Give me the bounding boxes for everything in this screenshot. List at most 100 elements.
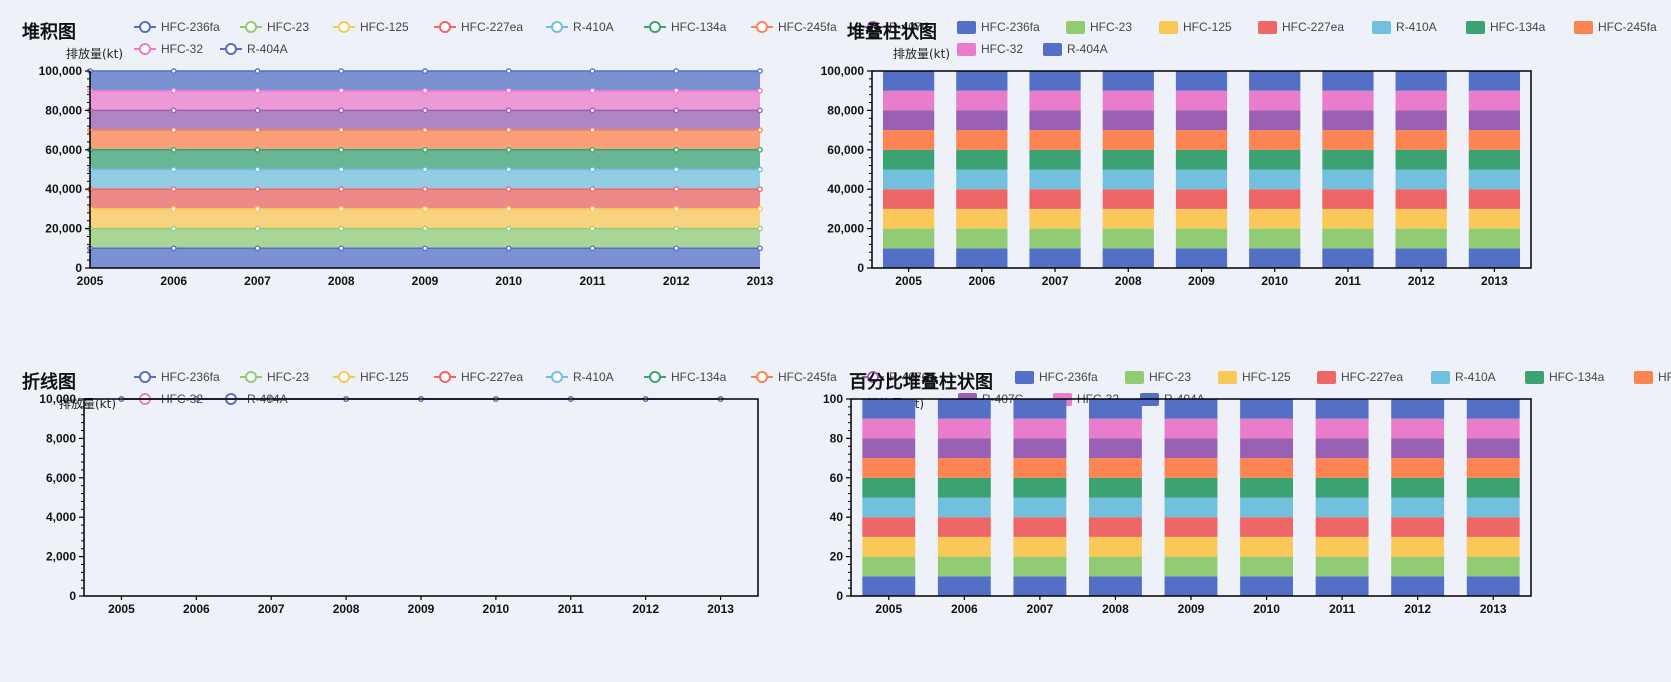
chart-legend[interactable]: HFC-236fa HFC-23 HFC-125 HFC-227ea R-410A HFC…: [134, 20, 930, 64]
bar-hfc-236fa: [1102, 248, 1154, 268]
legend-item-hfc-23[interactable]: HFC-23: [240, 20, 309, 34]
legend-item-hfc-23[interactable]: HFC-23: [240, 370, 309, 384]
legend-swatch-circle: [649, 21, 661, 33]
legend-item-r-410a[interactable]: R-410A: [546, 20, 614, 34]
point-r-407c: [422, 107, 428, 114]
legend-label: HFC-125: [360, 20, 409, 34]
legend-swatch: [644, 21, 666, 33]
point-hfc-23: [673, 225, 680, 232]
y-tick-label: 0: [857, 261, 864, 275]
legend-swatch: [1258, 20, 1277, 34]
legend-item-r-407c[interactable]: R-407C: [862, 20, 930, 34]
bar-hfc-245fa: [1013, 458, 1067, 478]
bar-hfc-245fa: [1395, 130, 1447, 150]
point-hfc-32: [338, 87, 345, 94]
legend-swatch-rect: [1015, 370, 1034, 384]
legend-swatch-circle: [338, 371, 350, 383]
legend-item-r-410a[interactable]: R-410A: [546, 370, 614, 384]
chart-legend[interactable]: HFC-236fa HFC-23 HFC-125 HFC-227ea R-410A HFC…: [957, 20, 1671, 64]
legend-item-hfc-227ea[interactable]: HFC-227ea: [434, 20, 523, 34]
legend-item-hfc-227ea[interactable]: HFC-227ea: [1317, 370, 1403, 384]
legend-item-hfc-245fa[interactable]: HFC-245fa: [1574, 20, 1657, 34]
bar-hfc-245fa: [1315, 458, 1369, 478]
legend-item-hfc-134a[interactable]: HFC-134a: [1466, 20, 1545, 34]
legend-item-r-407c[interactable]: R-407C: [862, 370, 930, 384]
legend-item-hfc-125[interactable]: HFC-125: [333, 370, 409, 384]
legend-item-hfc-227ea[interactable]: HFC-227ea: [434, 370, 523, 384]
legend-item-hfc-236fa[interactable]: HFC-236fa: [957, 20, 1040, 34]
bar-hfc-245fa: [1089, 458, 1142, 478]
legend-item-hfc-245fa[interactable]: HFC-245fa: [751, 370, 837, 384]
point-r-404a: [673, 68, 680, 74]
y-tick-label: 80,000: [827, 103, 864, 117]
legend-item-hfc-227ea[interactable]: HFC-227ea: [1258, 20, 1344, 34]
legend-label: HFC-245fa: [778, 20, 837, 34]
bar-r-410a: [1240, 497, 1293, 518]
legend-item-hfc-125[interactable]: HFC-125: [1218, 370, 1291, 384]
y-tick-label: 60,000: [45, 143, 82, 157]
legend-item-hfc-134a[interactable]: HFC-134a: [644, 20, 726, 34]
point-r-407c: [673, 107, 680, 114]
bar-hfc-32: [1089, 418, 1142, 439]
bar-hfc-134a: [956, 149, 1008, 170]
legend-item-hfc-125[interactable]: HFC-125: [1159, 20, 1232, 34]
bar-r-410a: [1164, 497, 1218, 518]
legend-label: HFC-23: [267, 20, 310, 34]
point-hfc-125: [170, 206, 177, 212]
legend-item-hfc-134a[interactable]: HFC-134a: [644, 370, 726, 384]
bar-r-404a: [1089, 399, 1142, 419]
bar-hfc-245fa: [1240, 458, 1293, 478]
area-hfc-134a: [90, 149, 760, 170]
x-tick-label: 2013: [1480, 602, 1507, 616]
legend-item-hfc-236fa[interactable]: HFC-236fa: [134, 370, 220, 384]
x-tick-label: 2012: [663, 274, 690, 288]
bar-hfc-23: [1089, 556, 1142, 577]
bar-r-407c: [1249, 110, 1301, 131]
bar-hfc-23: [1395, 228, 1447, 249]
point-hfc-23: [422, 225, 428, 232]
legend-swatch: [134, 21, 156, 33]
legend-swatch-rect: [1043, 42, 1062, 56]
legend-item-r-404a[interactable]: R-404A: [220, 42, 288, 56]
legend-swatch-circle: [551, 371, 563, 383]
bar-r-410a: [882, 169, 935, 190]
point-r-404a: [338, 68, 345, 74]
legend-item-hfc-236fa[interactable]: HFC-236fa: [1015, 370, 1098, 384]
legend-item-r-410a[interactable]: R-410A: [1372, 20, 1437, 34]
bar-hfc-23: [1013, 556, 1067, 577]
legend-item-r-404a[interactable]: R-404A: [1043, 42, 1108, 56]
bar-r-407c: [937, 438, 991, 459]
legend-item-hfc-245fa[interactable]: HFC-245fa: [751, 20, 837, 34]
bar-r-407c: [1164, 438, 1218, 459]
point-hfc-236fa: [505, 245, 512, 252]
legend-item-hfc-125[interactable]: HFC-125: [333, 20, 409, 34]
legend-item-r-410a[interactable]: R-410A: [1431, 370, 1496, 384]
point-hfc-32: [589, 87, 596, 94]
bar-r-410a: [937, 497, 991, 518]
x-tick-label: 2006: [160, 274, 187, 288]
bar-hfc-125: [937, 536, 991, 557]
legend-item-hfc-134a[interactable]: HFC-134a: [1525, 370, 1604, 384]
legend-swatch: [240, 371, 262, 383]
legend-item-hfc-32[interactable]: HFC-32: [134, 42, 203, 56]
legend-item-hfc-32[interactable]: HFC-32: [957, 42, 1023, 56]
bar-hfc-32: [862, 418, 916, 439]
x-tick-label: 2010: [495, 274, 522, 288]
bar-hfc-125: [1468, 208, 1521, 229]
bar-r-404a: [937, 399, 991, 419]
bar-r-410a: [1029, 169, 1081, 190]
x-tick-label: 2005: [875, 602, 902, 616]
point-hfc-227ea: [757, 186, 763, 193]
area-hfc-227ea: [90, 189, 760, 209]
legend-item-hfc-23[interactable]: HFC-23: [1066, 20, 1132, 34]
legend-item-hfc-236fa[interactable]: HFC-236fa: [134, 20, 220, 34]
legend-item-hfc-23[interactable]: HFC-23: [1125, 370, 1191, 384]
legend-swatch-rect: [1258, 20, 1277, 34]
legend-swatch: [1525, 370, 1544, 384]
legend-item-hfc-245fa[interactable]: HFC-245fa: [1634, 370, 1671, 384]
bar-hfc-245fa: [1249, 130, 1301, 150]
legend-label: HFC-134a: [1549, 370, 1605, 384]
y-tick-label: 40: [830, 510, 844, 524]
bar-hfc-134a: [882, 149, 935, 170]
point-r-407c: [757, 107, 763, 114]
